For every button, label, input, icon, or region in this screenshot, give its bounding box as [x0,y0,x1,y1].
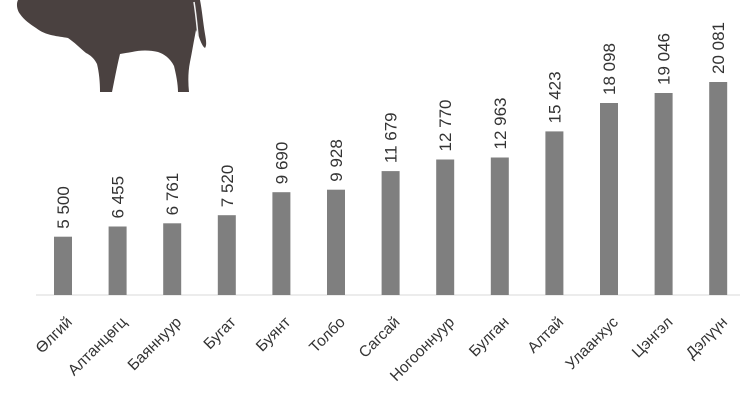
value-label: 6 455 [109,176,128,219]
value-label: 9 690 [272,142,291,185]
value-label: 6 761 [163,173,182,216]
cow-icon [16,0,207,92]
bars [54,82,728,295]
category-label: Баяннуур [125,314,185,374]
bar [709,82,728,295]
value-label: 20 081 [709,22,728,74]
category-label: Алтай [524,314,567,357]
category-label: Буянт [253,314,294,355]
bar [327,189,345,295]
value-label: 12 963 [491,98,510,150]
bar [272,192,291,295]
value-label: 15 423 [545,71,564,123]
value-label: 12 770 [436,100,455,152]
bar [436,159,455,295]
value-label: 5 500 [54,186,73,229]
category-label: Улаанхус [563,314,622,373]
bar [545,131,564,295]
value-label: 11 679 [382,112,401,163]
category-label: Алтанцөгц [65,314,131,380]
category-label: Өлгий [33,314,76,357]
bar [381,171,400,295]
bar [490,157,509,295]
value-label: 7 520 [218,165,237,208]
value-label: 18 098 [600,43,619,95]
category-label: Цэнгэл [629,314,677,362]
category-label: Сагсай [356,314,404,362]
bar [163,223,182,295]
category-label: Бугат [201,314,240,353]
bar [600,103,618,295]
value-label: 9 928 [327,139,346,182]
category-label: Толбо [306,314,348,356]
bar [54,236,72,295]
category-label: Булган [466,314,513,361]
value-labels: 5 500 6 455 6 761 7 520 9 690 9 928 11 679 12 7… [54,22,728,229]
bar [654,93,673,295]
value-label: 19 046 [655,33,674,85]
category-label: Дэлүүн [683,314,731,362]
bar [217,215,236,295]
bar [108,226,127,295]
